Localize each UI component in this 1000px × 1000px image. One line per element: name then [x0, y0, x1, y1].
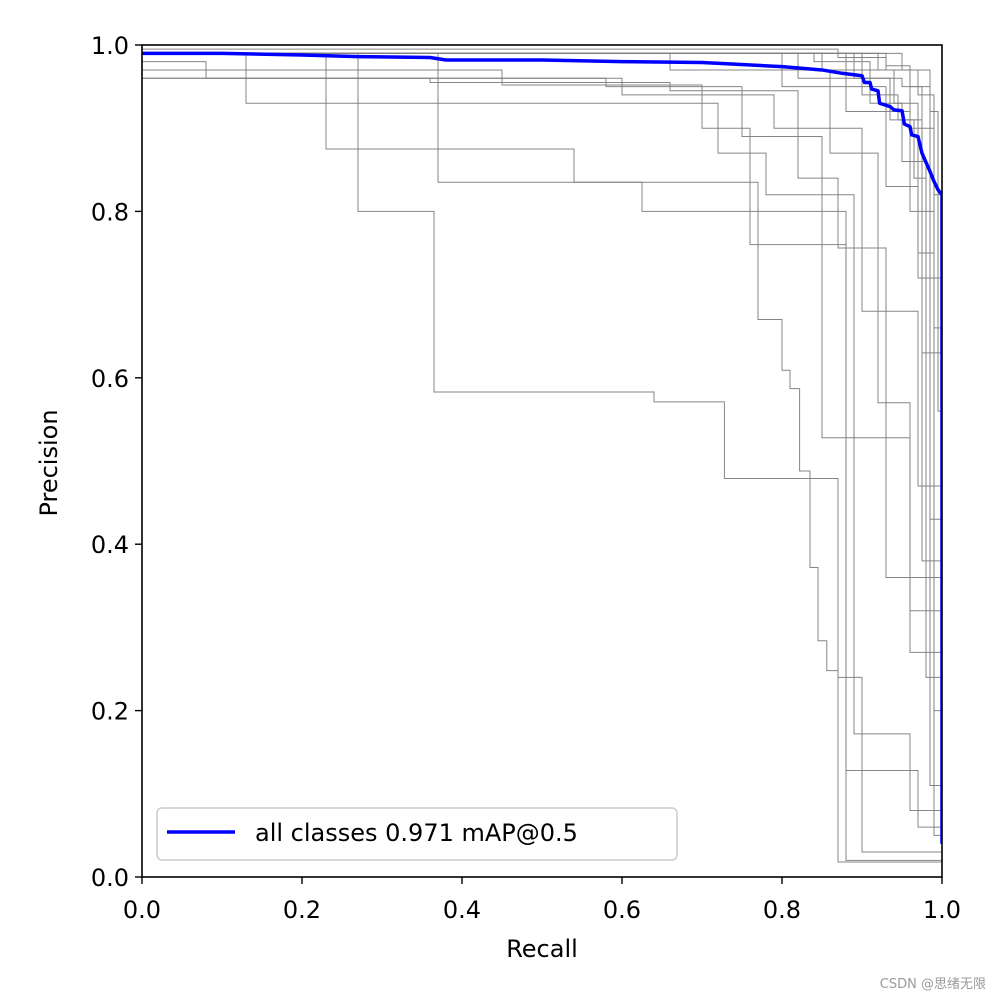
- x-tick-label: 0.4: [443, 896, 481, 924]
- y-tick-label: 1.0: [91, 32, 129, 60]
- series-line-class-a: [142, 52, 942, 853]
- x-axis: 0.0 0.2 0.4 0.6 0.8 1.0: [123, 877, 961, 924]
- y-axis-title: Precision: [35, 409, 63, 516]
- y-tick-label: 0.0: [91, 864, 129, 892]
- x-tick-label: 0.0: [123, 896, 161, 924]
- x-tick-label: 1.0: [923, 896, 961, 924]
- legend: all classes 0.971 mAP@0.5: [156, 807, 678, 861]
- mean-curve-group: [142, 51, 942, 844]
- y-axis: 0.0 0.2 0.4 0.6 0.8 1.0: [91, 32, 142, 892]
- series-line-class-j: [142, 52, 942, 786]
- series-line-class-s: [142, 52, 942, 520]
- plot-area: [141, 44, 943, 878]
- series-line-class-r: [142, 52, 942, 329]
- series-line-all-classes: [142, 51, 942, 844]
- series-line-class-f: [142, 77, 942, 578]
- y-tick-label: 0.8: [91, 198, 129, 226]
- y-tick-label: 0.4: [91, 531, 129, 559]
- y-tick-label: 0.6: [91, 365, 129, 393]
- series-line-class-g: [142, 69, 942, 828]
- series-line-class-h: [142, 77, 942, 487]
- series-line-class-d: [142, 52, 942, 811]
- watermark: CSDN @思绪无限: [879, 977, 986, 992]
- x-tick-label: 0.2: [283, 896, 321, 924]
- series-line-class-c: [142, 52, 942, 863]
- x-tick-label: 0.6: [603, 896, 641, 924]
- legend-label: all classes 0.971 mAP@0.5: [255, 819, 578, 847]
- x-axis-title: Recall: [506, 935, 578, 963]
- series-line-class-o: [142, 52, 942, 354]
- series-line-class-n: [142, 52, 942, 562]
- x-tick-label: 0.8: [763, 896, 801, 924]
- series-line-class-q: [142, 52, 942, 712]
- y-tick-label: 0.2: [91, 698, 129, 726]
- axes-frame: [141, 44, 943, 878]
- legend-box: [156, 807, 678, 861]
